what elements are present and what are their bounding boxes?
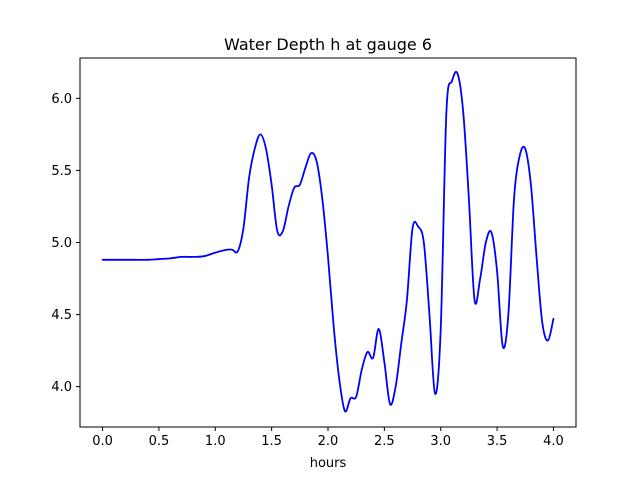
x-axis: 0.0 0.5 1.0 1.5 2.0 2.5 3.0 3.5 4.0	[92, 427, 564, 449]
y-tick-label: 5.5	[51, 164, 72, 179]
y-tick-label: 6.0	[51, 92, 72, 107]
plot-area	[79, 57, 577, 428]
y-tick-label: 5.0	[51, 236, 72, 251]
y-axis: 4.0 4.5 5.0 5.5 6.0	[51, 92, 80, 395]
x-tick-label: 0.0	[92, 434, 113, 449]
x-axis-label: hours	[310, 456, 347, 471]
x-tick-label: 1.0	[205, 434, 226, 449]
x-tick-label: 1.5	[261, 434, 282, 449]
chart-title: Water Depth h at gauge 6	[224, 35, 432, 54]
x-tick-label: 3.5	[487, 434, 508, 449]
x-tick-label: 0.5	[149, 434, 170, 449]
x-tick-label: 2.0	[318, 434, 339, 449]
x-tick-label: 4.0	[543, 434, 564, 449]
x-tick-label: 3.0	[430, 434, 451, 449]
water-depth-line	[101, 70, 555, 413]
y-tick-label: 4.5	[51, 308, 72, 323]
y-tick-label: 4.0	[51, 380, 72, 395]
x-tick-label: 2.5	[374, 434, 395, 449]
